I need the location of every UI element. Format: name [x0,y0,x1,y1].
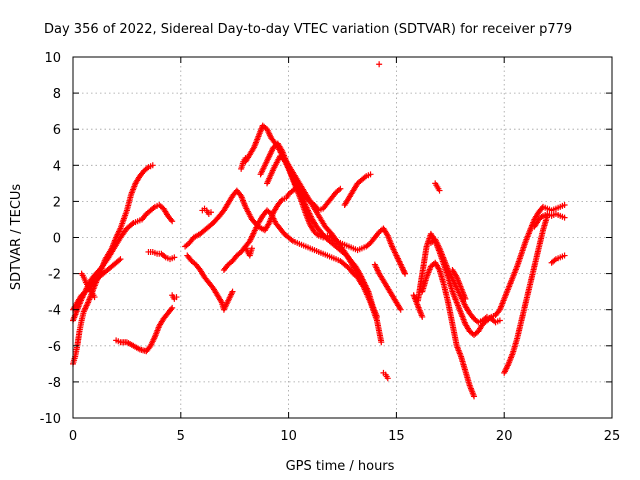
series-arc-g [130,202,176,227]
series-arc-u [371,261,404,313]
series-arc-x [419,259,478,400]
series-arc-v [393,252,409,277]
y-tick-label: -6 [48,340,61,355]
data-point [207,209,214,216]
data-point [171,254,178,261]
x-tick-label: 15 [388,429,405,444]
x-tick-label: 20 [496,429,513,444]
x-tick-label: 10 [280,429,297,444]
y-tick-label: -8 [48,376,61,391]
data-point [229,288,236,295]
y-tick-label: 2 [53,195,61,210]
series-arc-e [113,304,176,355]
series-arc-j [184,252,236,313]
data-point [496,317,503,324]
series-arc-c [70,256,124,313]
series-arc-q [242,243,255,259]
data-point [168,216,175,223]
series-arc-ab [531,211,568,230]
data-point [173,294,180,301]
y-tick-label: 0 [53,232,61,247]
data-point [436,187,443,194]
series-arc-ae [449,266,469,302]
data-point [149,162,156,169]
data-point [169,218,176,225]
series-arc-h [169,292,180,302]
x-tick-label: 0 [69,429,77,444]
y-tick-label: 10 [44,51,61,66]
data-point [419,313,426,320]
data-point [561,202,568,209]
y-tick-label: 6 [53,123,61,138]
series-arc-t [380,369,391,382]
y-tick-label: -2 [48,268,61,283]
data-point [116,257,123,264]
x-tick-label: 5 [177,429,185,444]
data-point [471,393,478,400]
data-point [376,61,383,68]
series-arc-l [220,207,365,288]
data-point [402,270,409,277]
y-tick-label: -10 [40,412,61,427]
data-point [384,375,391,382]
data-point [168,306,175,313]
y-tick-label: 8 [53,87,61,102]
x-axis-label: GPS time / hours [286,459,395,474]
data-points [70,61,568,400]
series-arc-d [78,270,98,301]
data-point [561,252,568,259]
data-point [462,295,469,302]
data-point [337,185,344,192]
data-point [117,256,124,263]
data-point [367,171,374,178]
data-point [242,155,249,162]
series-arc-ac [548,252,568,266]
data-point [378,339,385,346]
series-arc-b [70,220,137,324]
chart-title: Day 356 of 2022, Sidereal Day-to-day VTE… [44,22,572,37]
data-point [91,294,98,301]
series-arc-r [238,155,249,172]
axis-ticks: 0 5 10 15 20 25 -10 -8 -6 -4 -2 0 2 4 6 8 10 [40,51,621,444]
y-tick-label: -4 [48,304,61,319]
series-arc-aa [501,212,551,376]
grid-lines [73,57,612,418]
x-tick-label: 25 [604,429,621,444]
y-axis-label: SDTVAR / TECUs [9,184,24,291]
data-point [248,245,255,252]
data-point [397,306,404,313]
data-point [129,221,136,228]
series-arc-f [145,248,178,263]
y-tick-label: 4 [53,159,61,174]
data-point [278,197,285,204]
data-point [169,304,176,311]
series-arc-s [376,61,383,68]
series-arc-z [432,180,443,194]
series-arc-p [341,171,374,209]
series-arc-o [264,153,385,346]
series-arc-ad [410,292,426,320]
series-arc-k [199,205,214,218]
plot-frame [72,56,613,419]
series-arc-y [427,236,503,326]
data-point [561,214,568,221]
